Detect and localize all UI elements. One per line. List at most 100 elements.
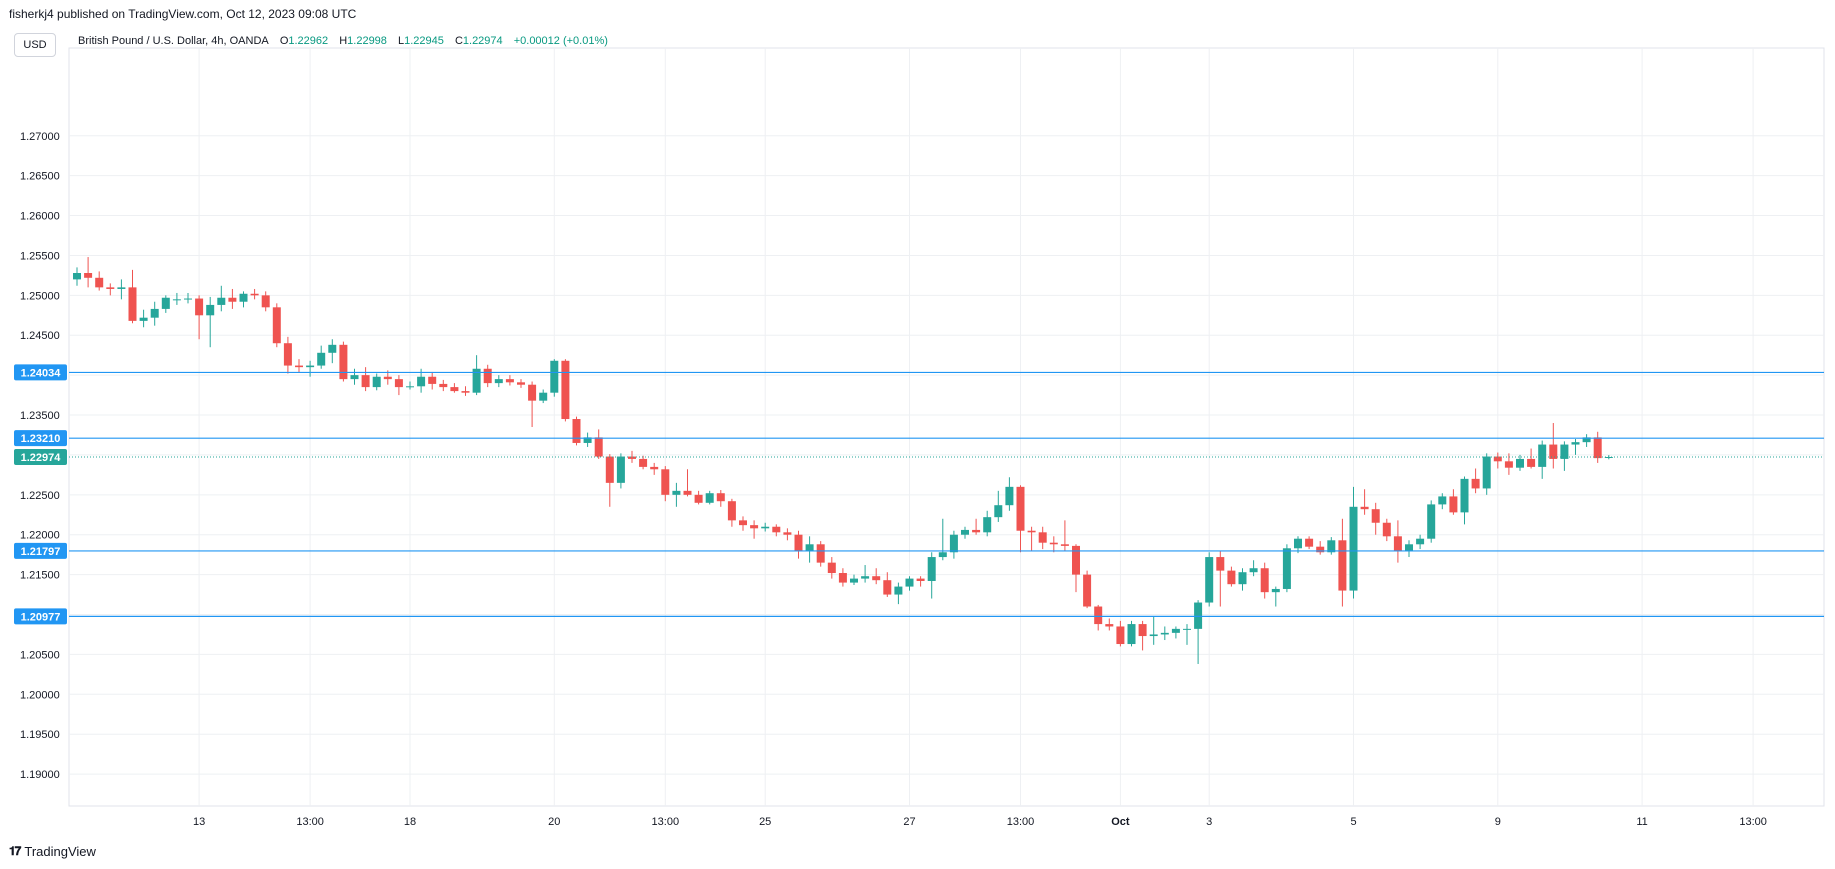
candle-body: [1072, 545, 1080, 575]
candle-body: [228, 297, 237, 302]
open-label: O: [279, 35, 289, 47]
candle-body: [739, 520, 747, 526]
last-price-label: 1.22974: [21, 452, 62, 464]
candle-body: [1560, 444, 1569, 459]
candle-body: [295, 365, 303, 368]
candle-body: [850, 578, 858, 583]
candle-body: [672, 490, 681, 495]
y-tick-label: 1.22000: [20, 530, 60, 542]
y-tick-label: 1.25000: [20, 290, 60, 302]
candle-body: [195, 298, 204, 316]
candle-body: [1294, 538, 1302, 549]
candle-body: [161, 297, 170, 309]
candle-body: [483, 368, 492, 384]
candle-body: [716, 493, 725, 502]
x-tick-label: 13:00: [1739, 816, 1767, 828]
candle-body: [1371, 509, 1380, 523]
candle-body: [239, 293, 248, 302]
tradingview-brand[interactable]: 𝟏𝟕 TradingView: [9, 844, 96, 859]
candle-body: [184, 298, 192, 300]
candle-body: [73, 273, 81, 280]
candle-body: [172, 299, 181, 301]
candle-body: [816, 544, 825, 563]
candle-body: [827, 562, 836, 574]
x-tick-label: 27: [903, 816, 915, 828]
x-tick-label: 13:00: [296, 816, 324, 828]
candle-body: [594, 437, 603, 457]
candle-body: [694, 494, 703, 503]
candle-body: [1016, 486, 1025, 531]
candle-body: [794, 534, 803, 551]
candle-body: [417, 376, 426, 387]
candle-body: [1027, 530, 1036, 533]
candle-body: [139, 317, 148, 321]
candle-body: [838, 573, 847, 583]
candle-body: [1516, 458, 1524, 468]
high-value: 1.22998: [347, 35, 387, 47]
candle-body: [383, 376, 392, 380]
candle-body: [561, 360, 570, 420]
last-price-label-box: [14, 449, 67, 466]
x-tick-label: 25: [759, 816, 771, 828]
candle-body: [1171, 628, 1180, 633]
candle-body: [705, 493, 714, 503]
candle-body: [1238, 572, 1247, 585]
low-label: L: [397, 35, 405, 47]
tradingview-logo-icon: 𝟏𝟕: [9, 844, 21, 858]
currency-button[interactable]: USD: [14, 33, 56, 57]
candle-body: [650, 466, 659, 470]
candle-body: [783, 532, 792, 535]
x-tick-label: Oct: [1111, 816, 1130, 828]
candle-body: [727, 501, 736, 521]
candle-body: [761, 526, 770, 529]
candle-body: [505, 379, 514, 383]
price-label-box: [14, 364, 67, 381]
symbol-description: British Pound / U.S. Dollar, 4h, OANDA: [78, 35, 269, 47]
candle-body: [1127, 624, 1136, 645]
candle-body: [1538, 444, 1547, 467]
x-tick-label: 13:00: [1007, 816, 1035, 828]
candle-body: [916, 578, 925, 581]
y-tick-label: 1.21500: [20, 570, 60, 582]
candle-body: [461, 391, 470, 393]
price-label: 1.23210: [21, 433, 61, 445]
candle-body: [1449, 496, 1458, 513]
candle-body: [1194, 602, 1203, 629]
candle-body: [361, 375, 370, 388]
x-tick-label: 18: [404, 816, 416, 828]
price-label: 1.24034: [21, 367, 62, 379]
candle-body: [605, 456, 614, 483]
candle-body: [1438, 496, 1447, 505]
candle-body: [1349, 506, 1358, 591]
candle-body: [1105, 624, 1114, 627]
candle-body: [1083, 574, 1092, 607]
published-by-text: fisherkj4 published on TradingView.com, …: [9, 7, 357, 21]
candle-body: [472, 368, 481, 393]
ohlc-legend: British Pound / U.S. Dollar, 4h, OANDA O…: [78, 35, 608, 47]
candle-body: [117, 287, 126, 289]
candle-body: [1305, 538, 1314, 547]
candle-body: [1160, 632, 1169, 635]
close-label: C: [454, 35, 463, 47]
candle-body: [1582, 437, 1591, 443]
price-label-box: [14, 608, 67, 625]
y-tick-label: 1.27000: [20, 131, 60, 143]
y-tick-label: 1.26000: [20, 211, 60, 223]
candle-body: [1260, 568, 1269, 593]
candle-body: [961, 529, 969, 535]
candle-body: [927, 557, 936, 581]
candle-body: [317, 352, 326, 366]
x-tick-label: 9: [1495, 816, 1501, 828]
candle-body: [1393, 536, 1402, 551]
candle-body: [350, 375, 359, 380]
candle-body: [328, 344, 337, 353]
candle-body: [1138, 624, 1147, 637]
x-tick-label: 11: [1636, 816, 1647, 828]
candle-body: [372, 376, 381, 388]
candle-body: [1149, 634, 1158, 637]
candle-body: [150, 308, 159, 318]
candle-body: [1527, 458, 1536, 467]
candle-body: [872, 576, 881, 581]
price-label-box: [14, 430, 67, 447]
